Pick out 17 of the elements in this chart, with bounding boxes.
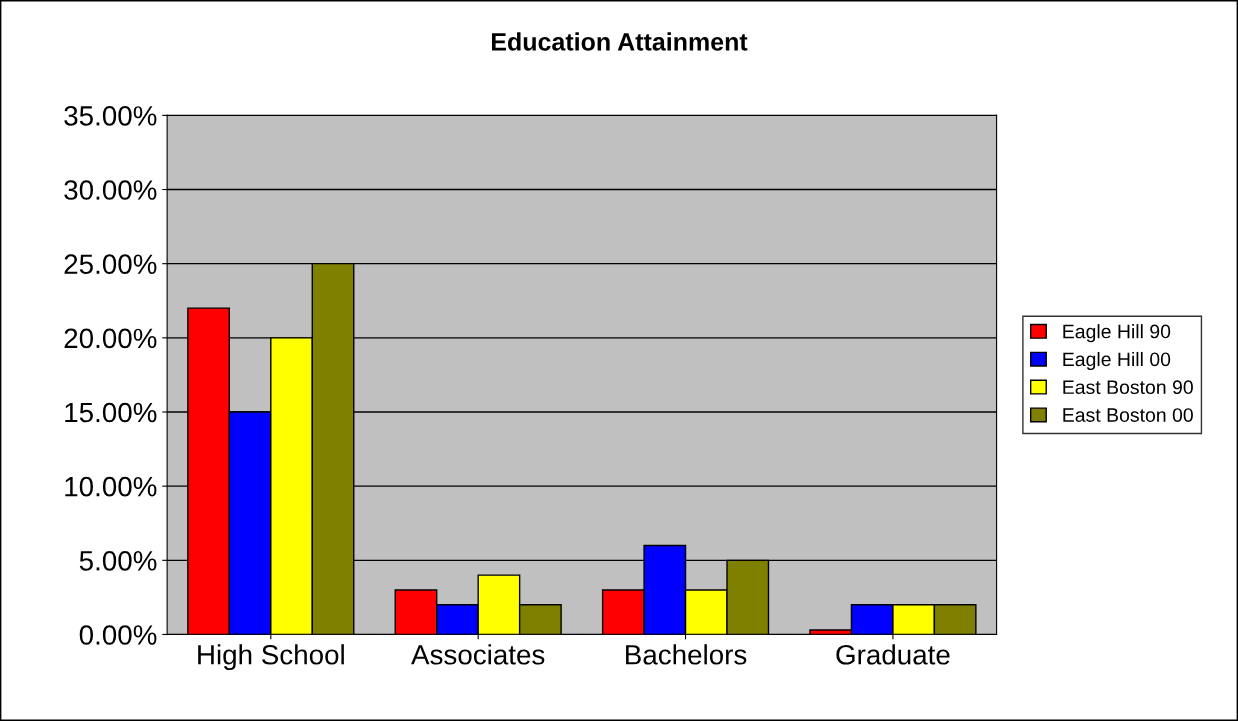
y-tick-label: 5.00% [79, 550, 157, 571]
y-tick-label: 35.00% [64, 106, 157, 126]
legend-label: East Boston 00 [1063, 408, 1193, 422]
y-tick-label: 30.00% [64, 180, 157, 200]
x-tick-label: Associates [411, 644, 545, 665]
x-tick-label: Graduate [836, 644, 950, 665]
y-tick-label: 20.00% [64, 328, 157, 349]
legend-label: Eagle Hill 00 [1063, 351, 1171, 371]
x-tick-label: High School [198, 644, 344, 671]
legend-label: Eagle Hill 90 [1063, 324, 1171, 343]
x-tick-label: Bachelors [626, 644, 747, 665]
y-tick-label: 15.00% [65, 402, 157, 423]
legend-label: East Boston 90 [1063, 380, 1193, 395]
y-tick-label: 0.00% [79, 625, 157, 645]
y-tick-label: 25.00% [64, 254, 157, 275]
y-tick-label: 10.00% [65, 476, 157, 497]
chart-title: Education Attainment [491, 32, 748, 51]
